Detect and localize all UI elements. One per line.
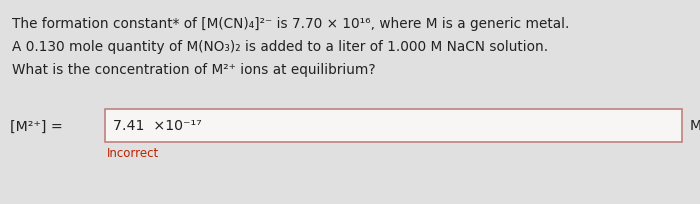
Text: 7.41  ×10⁻¹⁷: 7.41 ×10⁻¹⁷ xyxy=(113,119,202,133)
Text: [M²⁺] =: [M²⁺] = xyxy=(10,119,63,133)
Text: What is the concentration of M²⁺ ions at equilibrium?: What is the concentration of M²⁺ ions at… xyxy=(12,63,376,77)
Text: Incorrect: Incorrect xyxy=(107,146,160,159)
Text: M: M xyxy=(690,119,700,133)
Text: A 0.130 mole quantity of M(NO₃)₂ is added to a liter of 1.000 M NaCN solution.: A 0.130 mole quantity of M(NO₃)₂ is adde… xyxy=(12,40,548,54)
Text: The formation constant* of [M(CN)₄]²⁻ is 7.70 × 10¹⁶, where M is a generic metal: The formation constant* of [M(CN)₄]²⁻ is… xyxy=(12,17,569,31)
FancyBboxPatch shape xyxy=(105,110,682,142)
